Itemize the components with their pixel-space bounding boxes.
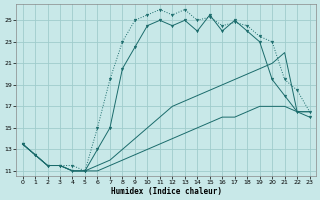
X-axis label: Humidex (Indice chaleur): Humidex (Indice chaleur) (111, 187, 221, 196)
